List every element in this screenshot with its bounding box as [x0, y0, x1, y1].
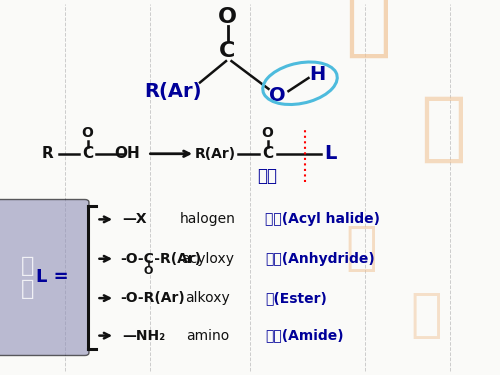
Text: acyloxy: acyloxy	[181, 252, 234, 266]
Text: halogen: halogen	[180, 212, 236, 226]
Text: -O-C-R(Ar): -O-C-R(Ar)	[120, 252, 201, 266]
Text: 稞: 稞	[420, 92, 466, 166]
Text: 脂(Ester): 脂(Ester)	[265, 291, 327, 305]
FancyBboxPatch shape	[0, 200, 89, 356]
Text: O: O	[262, 126, 274, 140]
Text: C: C	[220, 40, 236, 61]
Text: —NH₂: —NH₂	[122, 328, 166, 343]
Text: C: C	[82, 146, 93, 161]
Text: R: R	[42, 146, 54, 161]
Text: 酥卤(Acyl halide): 酥卤(Acyl halide)	[265, 212, 380, 226]
Text: 酥胺(Amide): 酥胺(Amide)	[265, 328, 344, 343]
Text: OH: OH	[114, 146, 140, 161]
Text: R(Ar): R(Ar)	[194, 147, 235, 161]
Text: L: L	[324, 144, 336, 163]
Text: —X: —X	[122, 212, 147, 226]
Text: -O-R(Ar): -O-R(Ar)	[120, 291, 185, 305]
Text: 酰: 酰	[345, 222, 376, 273]
Text: alkoxy: alkoxy	[185, 291, 230, 305]
Text: 青: 青	[345, 0, 391, 61]
Text: H: H	[310, 66, 326, 84]
Text: C: C	[262, 146, 273, 161]
Text: O: O	[269, 86, 286, 105]
Text: 酸酷(Anhydride): 酸酷(Anhydride)	[265, 252, 375, 266]
Text: O: O	[82, 126, 94, 140]
Text: L =: L =	[36, 268, 69, 286]
Text: R(Ar): R(Ar)	[144, 82, 201, 101]
Text: 青
稞: 青 稞	[21, 256, 34, 299]
Text: 酰基: 酰基	[258, 167, 278, 185]
Text: O: O	[144, 266, 153, 276]
Text: O: O	[218, 7, 237, 27]
Text: 基: 基	[410, 289, 442, 341]
Text: amino: amino	[186, 328, 229, 343]
